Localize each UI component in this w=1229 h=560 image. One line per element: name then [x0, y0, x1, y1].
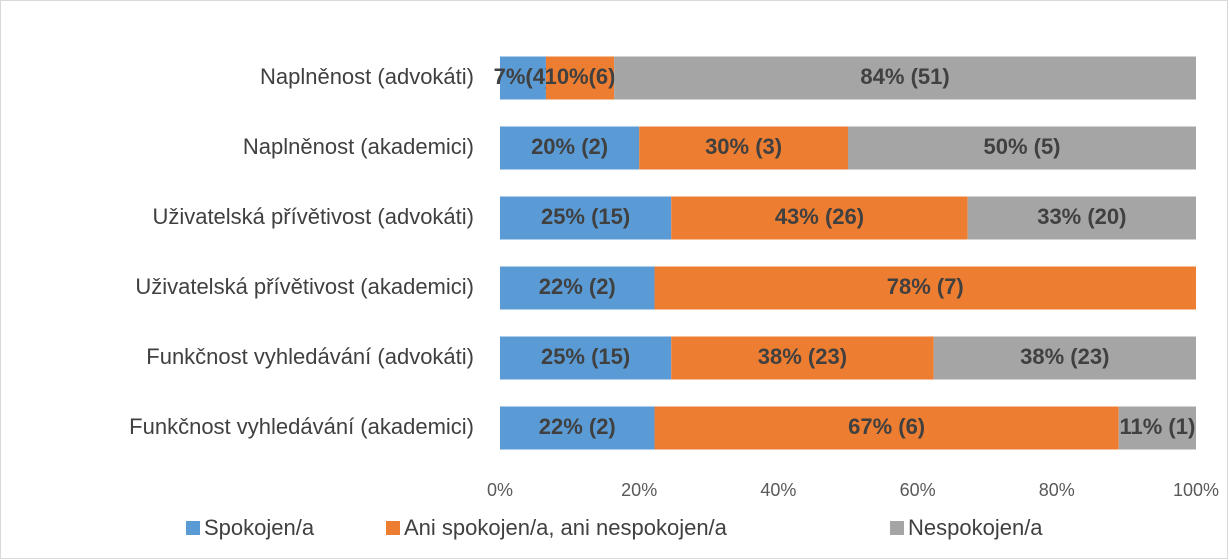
bar-segment: [500, 266, 655, 310]
category-label: Uživatelská přívětivost (akademici): [135, 274, 474, 299]
bar-segment: [967, 196, 1196, 240]
bar-segment: [500, 126, 640, 170]
category-label: Funkčnost vyhledávání (akademici): [129, 414, 474, 439]
x-tick-label: 100%: [1173, 480, 1219, 500]
data-label: 50% (5): [983, 134, 1060, 159]
data-label: 20% (2): [531, 134, 608, 159]
data-label: 22% (2): [539, 274, 616, 299]
x-tick-label: 80%: [1039, 480, 1075, 500]
legend-label: Spokojen/a: [204, 515, 315, 540]
x-tick-label: 60%: [900, 480, 936, 500]
bar-segment: [614, 56, 1196, 100]
bar-segment: [545, 56, 615, 100]
data-label: 67% (6): [848, 414, 925, 439]
bar-segment: [933, 336, 1196, 380]
x-tick-label: 20%: [621, 480, 657, 500]
bar-segment: [654, 406, 1119, 450]
bar-segment: [1118, 406, 1196, 450]
x-tick-label: 0%: [487, 480, 513, 500]
legend-swatch: [890, 521, 904, 535]
data-label: 43% (26): [775, 204, 864, 229]
data-label: 22% (2): [539, 414, 616, 439]
legend-label: Nespokojen/a: [908, 515, 1043, 540]
data-label: 7%(4): [494, 64, 553, 89]
category-label: Naplněnost (akademici): [243, 134, 474, 159]
bar-segment: [500, 56, 546, 100]
data-label: 11% (1): [1119, 414, 1195, 439]
bar-segment: [639, 126, 848, 170]
data-label: 78% (7): [887, 274, 964, 299]
legend-label: Ani spokojen/a, ani nespokojen/a: [404, 515, 728, 540]
bar-segment: [500, 336, 672, 380]
bar-segment: [500, 406, 655, 450]
data-label: 25% (15): [541, 344, 630, 369]
bar-segment: [671, 336, 934, 380]
bar-segment: [500, 196, 672, 240]
data-label: 30% (3): [705, 134, 782, 159]
category-label: Naplněnost (advokáti): [260, 64, 474, 89]
data-label: 84% (51): [860, 64, 949, 89]
category-label: Uživatelská přívětivost (advokáti): [152, 204, 474, 229]
data-label: 38% (23): [1020, 344, 1109, 369]
bar-segment: [671, 196, 968, 240]
x-tick-label: 40%: [760, 480, 796, 500]
bar-segment: [654, 266, 1196, 310]
legend-swatch: [186, 521, 200, 535]
bar-segment: [848, 126, 1196, 170]
data-label: 25% (15): [541, 204, 630, 229]
legend-swatch: [386, 521, 400, 535]
category-label: Funkčnost vyhledávání (advokáti): [146, 344, 474, 369]
data-label: 33% (20): [1037, 204, 1126, 229]
data-label: 38% (23): [758, 344, 847, 369]
data-label: 10%(6): [545, 64, 616, 89]
